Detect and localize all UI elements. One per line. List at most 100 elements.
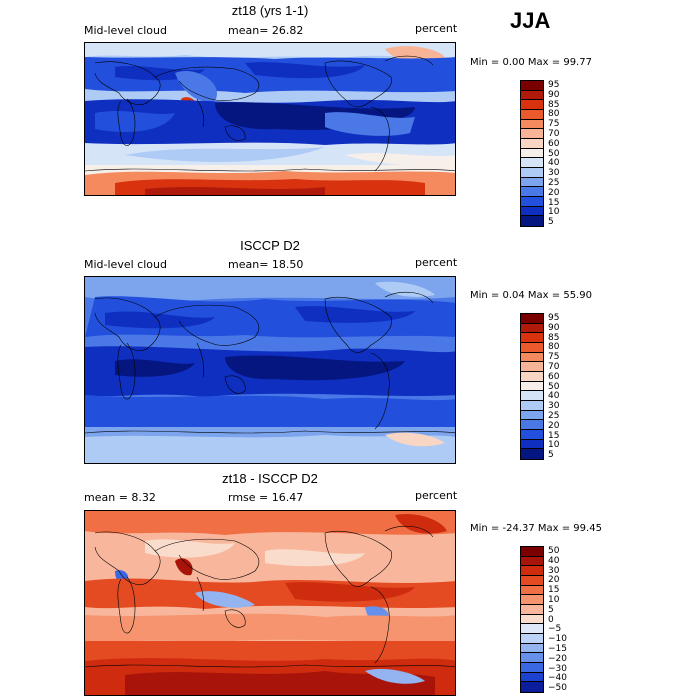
colorbar-tick-label: 10	[548, 440, 560, 451]
panel-2-variable-label: Mid-level cloud	[84, 258, 167, 271]
colorbar-swatch	[521, 633, 543, 644]
colorbar-swatch	[521, 420, 543, 430]
colorbar-swatch	[521, 109, 543, 120]
colorbar-tick-label: 40	[548, 555, 560, 566]
colorbar-swatch	[521, 449, 543, 459]
colorbar-swatch	[521, 362, 543, 372]
colorbar-swatch	[521, 595, 543, 605]
colorbar-swatch	[521, 643, 543, 654]
season-label: JJA	[510, 8, 551, 33]
colorbar-swatch	[521, 352, 543, 363]
colorbar-swatch	[521, 682, 543, 692]
panel-2-mean-label: mean= 18.50	[228, 258, 304, 271]
colorbar-swatch	[521, 429, 543, 440]
colorbar-swatch	[521, 100, 543, 110]
panel-2-map	[84, 276, 456, 464]
colorbar-swatch	[521, 129, 543, 139]
panel-3-mean-label: mean = 8.32	[84, 491, 156, 504]
colorbar-tick-label: 30	[548, 565, 560, 576]
colorbar-swatch	[521, 614, 543, 625]
colorbar-swatch	[521, 216, 543, 226]
colorbar-tick-label: 5	[548, 217, 554, 228]
panel-1-map	[84, 42, 456, 196]
colorbar-tick-label: −20	[548, 653, 567, 664]
colorbar-swatch	[521, 371, 543, 382]
colorbar-tick-label: 0	[548, 614, 554, 625]
panel-1-colorbar	[520, 80, 544, 227]
colorbar-swatch	[521, 575, 543, 586]
colorbar-tick-label: −30	[548, 663, 567, 674]
colorbar-swatch	[521, 177, 543, 188]
colorbar-swatch	[521, 81, 543, 91]
colorbar-swatch	[521, 585, 543, 596]
panel-2-colorbar	[520, 313, 544, 460]
colorbar-swatch	[521, 119, 543, 130]
colorbar-swatch	[521, 391, 543, 401]
colorbar-swatch	[521, 187, 543, 197]
colorbar-tick-label: 30	[548, 168, 560, 179]
colorbar-swatch	[521, 314, 543, 324]
colorbar-swatch	[521, 196, 543, 207]
colorbar-swatch	[521, 604, 543, 615]
panel-1-units-label: percent	[415, 22, 458, 35]
colorbar-swatch	[521, 556, 543, 567]
panel-3-units-label: percent	[415, 489, 458, 502]
colorbar-tick-label: 60	[548, 138, 560, 149]
colorbar-tick-label: 50	[548, 546, 560, 556]
colorbar-tick-label: 30	[548, 401, 560, 412]
colorbar-swatch	[521, 400, 543, 411]
colorbar-tick-label: 40	[548, 158, 560, 169]
colorbar-swatch	[521, 90, 543, 101]
colorbar-swatch	[521, 167, 543, 178]
colorbar-tick-label: −40	[548, 673, 567, 684]
colorbar-swatch	[521, 439, 543, 450]
panel-3-rmse-label: rmse = 16.47	[228, 491, 304, 504]
colorbar-tick-label: 5	[548, 604, 554, 615]
colorbar-tick-label: 25	[548, 178, 560, 188]
panel-1-mean-label: mean= 26.82	[228, 24, 304, 37]
colorbar-tick-label: −50	[548, 683, 567, 694]
colorbar-tick-label: 95	[548, 80, 560, 90]
colorbar-swatch	[521, 653, 543, 663]
panel-3-title: zt18 - ISCCP D2	[222, 471, 318, 486]
colorbar-tick-label: −10	[548, 634, 567, 645]
colorbar-tick-label: 85	[548, 99, 560, 110]
colorbar-swatch	[521, 672, 543, 683]
colorbar-swatch	[521, 624, 543, 634]
colorbar-swatch	[521, 566, 543, 576]
panel-3-map	[84, 510, 456, 696]
colorbar-swatch	[521, 662, 543, 673]
colorbar-tick-label: 70	[548, 362, 560, 372]
colorbar-tick-label: −15	[548, 644, 567, 654]
colorbar-tick-label: 10	[548, 207, 560, 218]
colorbar-swatch	[521, 206, 543, 217]
colorbar-swatch	[521, 410, 543, 421]
panel-2-minmax: Min = 0.04 Max = 55.90	[470, 290, 592, 301]
colorbar-swatch	[521, 547, 543, 557]
colorbar-tick-label: 60	[548, 371, 560, 382]
colorbar-swatch	[521, 158, 543, 168]
colorbar-tick-label: 5	[548, 450, 554, 461]
colorbar-tick-label: −5	[548, 624, 562, 635]
panel-2-units-label: percent	[415, 256, 458, 269]
colorbar-tick-label: 20	[548, 187, 560, 198]
colorbar-swatch	[521, 148, 543, 159]
colorbar-tick-label: 75	[548, 352, 560, 363]
colorbar-tick-label: 15	[548, 585, 560, 596]
colorbar-tick-label: 10	[548, 595, 560, 605]
colorbar-swatch	[521, 333, 543, 343]
colorbar-tick-label: 80	[548, 342, 560, 353]
colorbar-swatch	[521, 381, 543, 392]
colorbar-tick-label: 20	[548, 420, 560, 431]
colorbar-tick-label: 15	[548, 430, 560, 441]
panel-3-colorbar	[520, 546, 544, 693]
panel-3-minmax: Min = -24.37 Max = 99.45	[470, 523, 602, 534]
colorbar-tick-label: 15	[548, 197, 560, 208]
panel-1-title: zt18 (yrs 1-1)	[231, 3, 309, 18]
colorbar-swatch	[521, 323, 543, 334]
panel-1-variable-label: Mid-level cloud	[84, 24, 167, 37]
colorbar-swatch	[521, 138, 543, 149]
colorbar-tick-label: 75	[548, 119, 560, 130]
colorbar-tick-label: 40	[548, 391, 560, 402]
colorbar-tick-label: 20	[548, 575, 560, 586]
